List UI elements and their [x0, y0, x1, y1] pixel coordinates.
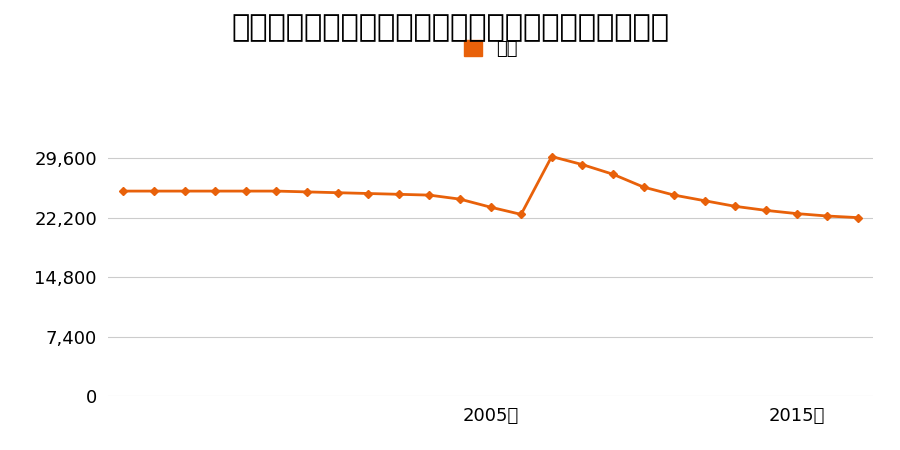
- Text: 福岡県柳川市大字佃町字阿和意３１０番２の地価推移: 福岡県柳川市大字佃町字阿和意３１０番２の地価推移: [231, 14, 669, 42]
- Legend: 価格: 価格: [456, 32, 525, 65]
